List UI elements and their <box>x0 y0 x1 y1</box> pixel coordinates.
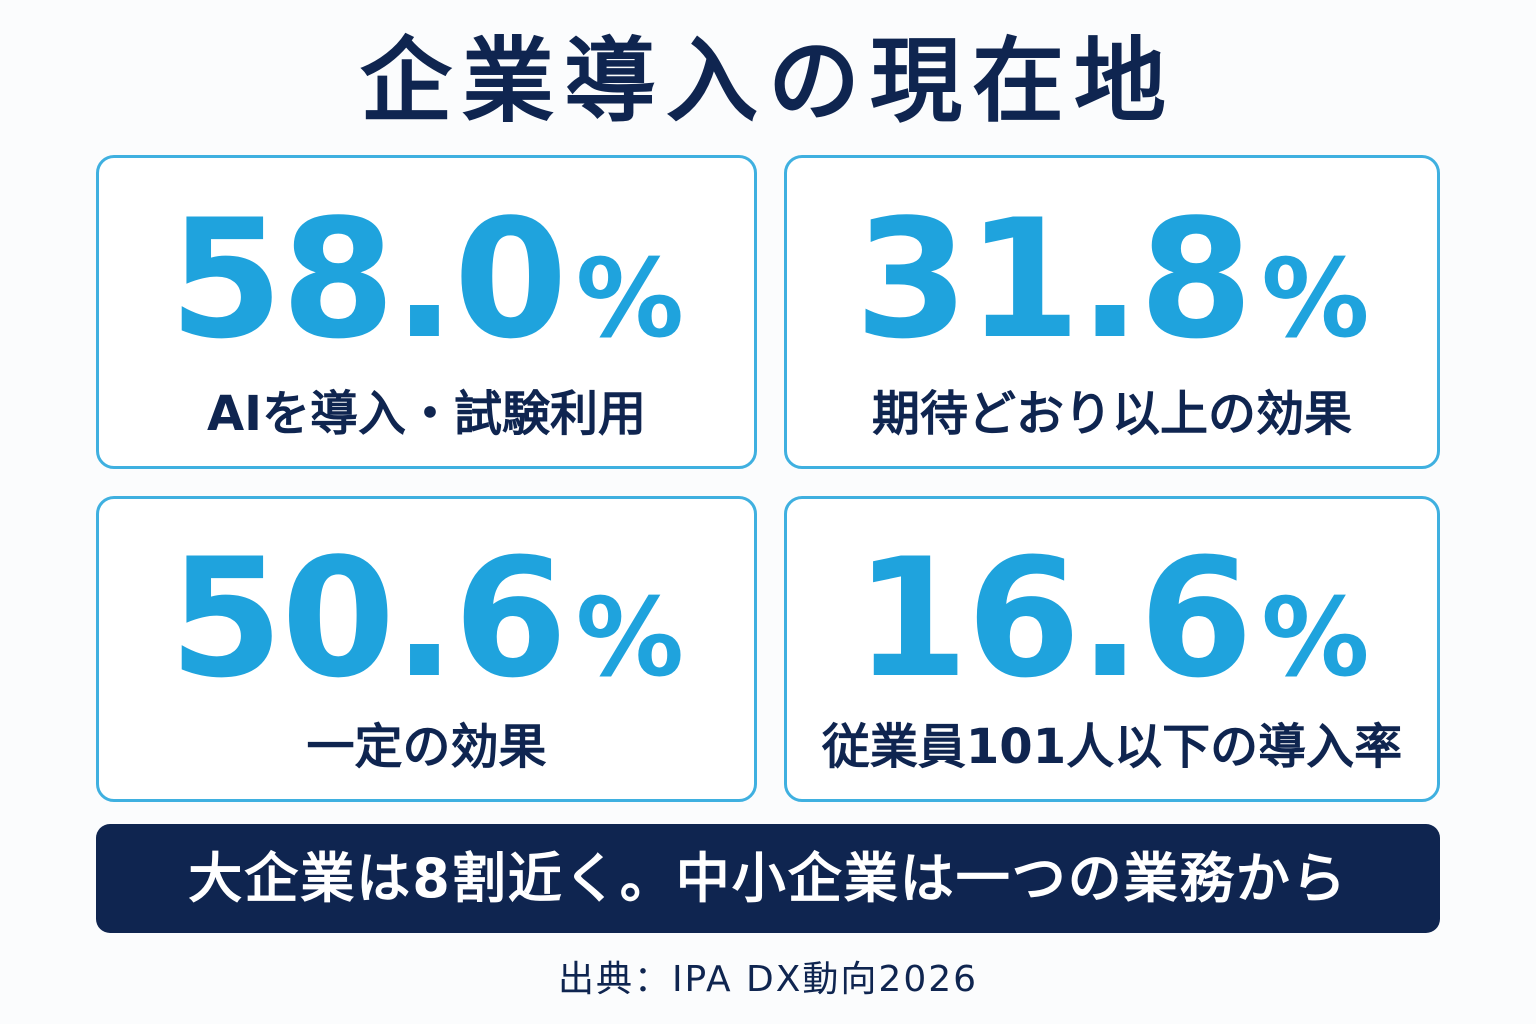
stat-unit: % <box>1261 237 1370 362</box>
stat-value: 16.6 <box>854 523 1254 714</box>
stat-unit: % <box>575 237 684 362</box>
stat-label: AIを導入・試験利用 <box>206 386 646 442</box>
stat-unit: % <box>1261 576 1370 701</box>
stat-figure: 16.6% <box>787 537 1437 701</box>
stat-value: 58.0 <box>169 184 568 375</box>
stat-card-some-effect: 50.6% 一定の効果 <box>96 496 757 802</box>
stat-figure: 50.6% <box>99 537 754 701</box>
stat-label: 従業員101人以下の導入率 <box>821 719 1403 775</box>
stat-figure: 31.8% <box>787 198 1437 362</box>
source-note: 出典：IPA DX動向2026 <box>557 959 979 1000</box>
stat-card-above-expectations: 31.8% 期待どおり以上の効果 <box>784 155 1440 469</box>
page-title: 企業導入の現在地 <box>359 28 1176 135</box>
stat-label: 一定の効果 <box>306 719 547 775</box>
stat-card-adoption: 58.0% AIを導入・試験利用 <box>96 155 757 469</box>
stat-value: 31.8 <box>854 184 1254 375</box>
summary-banner: 大企業は8割近く。中小企業は一つの業務から <box>96 824 1440 933</box>
stat-card-small-business: 16.6% 従業員101人以下の導入率 <box>784 496 1440 802</box>
stat-figure: 58.0% <box>99 198 754 362</box>
stat-label: 期待どおり以上の効果 <box>871 386 1352 442</box>
stat-unit: % <box>575 576 684 701</box>
stat-value: 50.6 <box>169 523 568 714</box>
